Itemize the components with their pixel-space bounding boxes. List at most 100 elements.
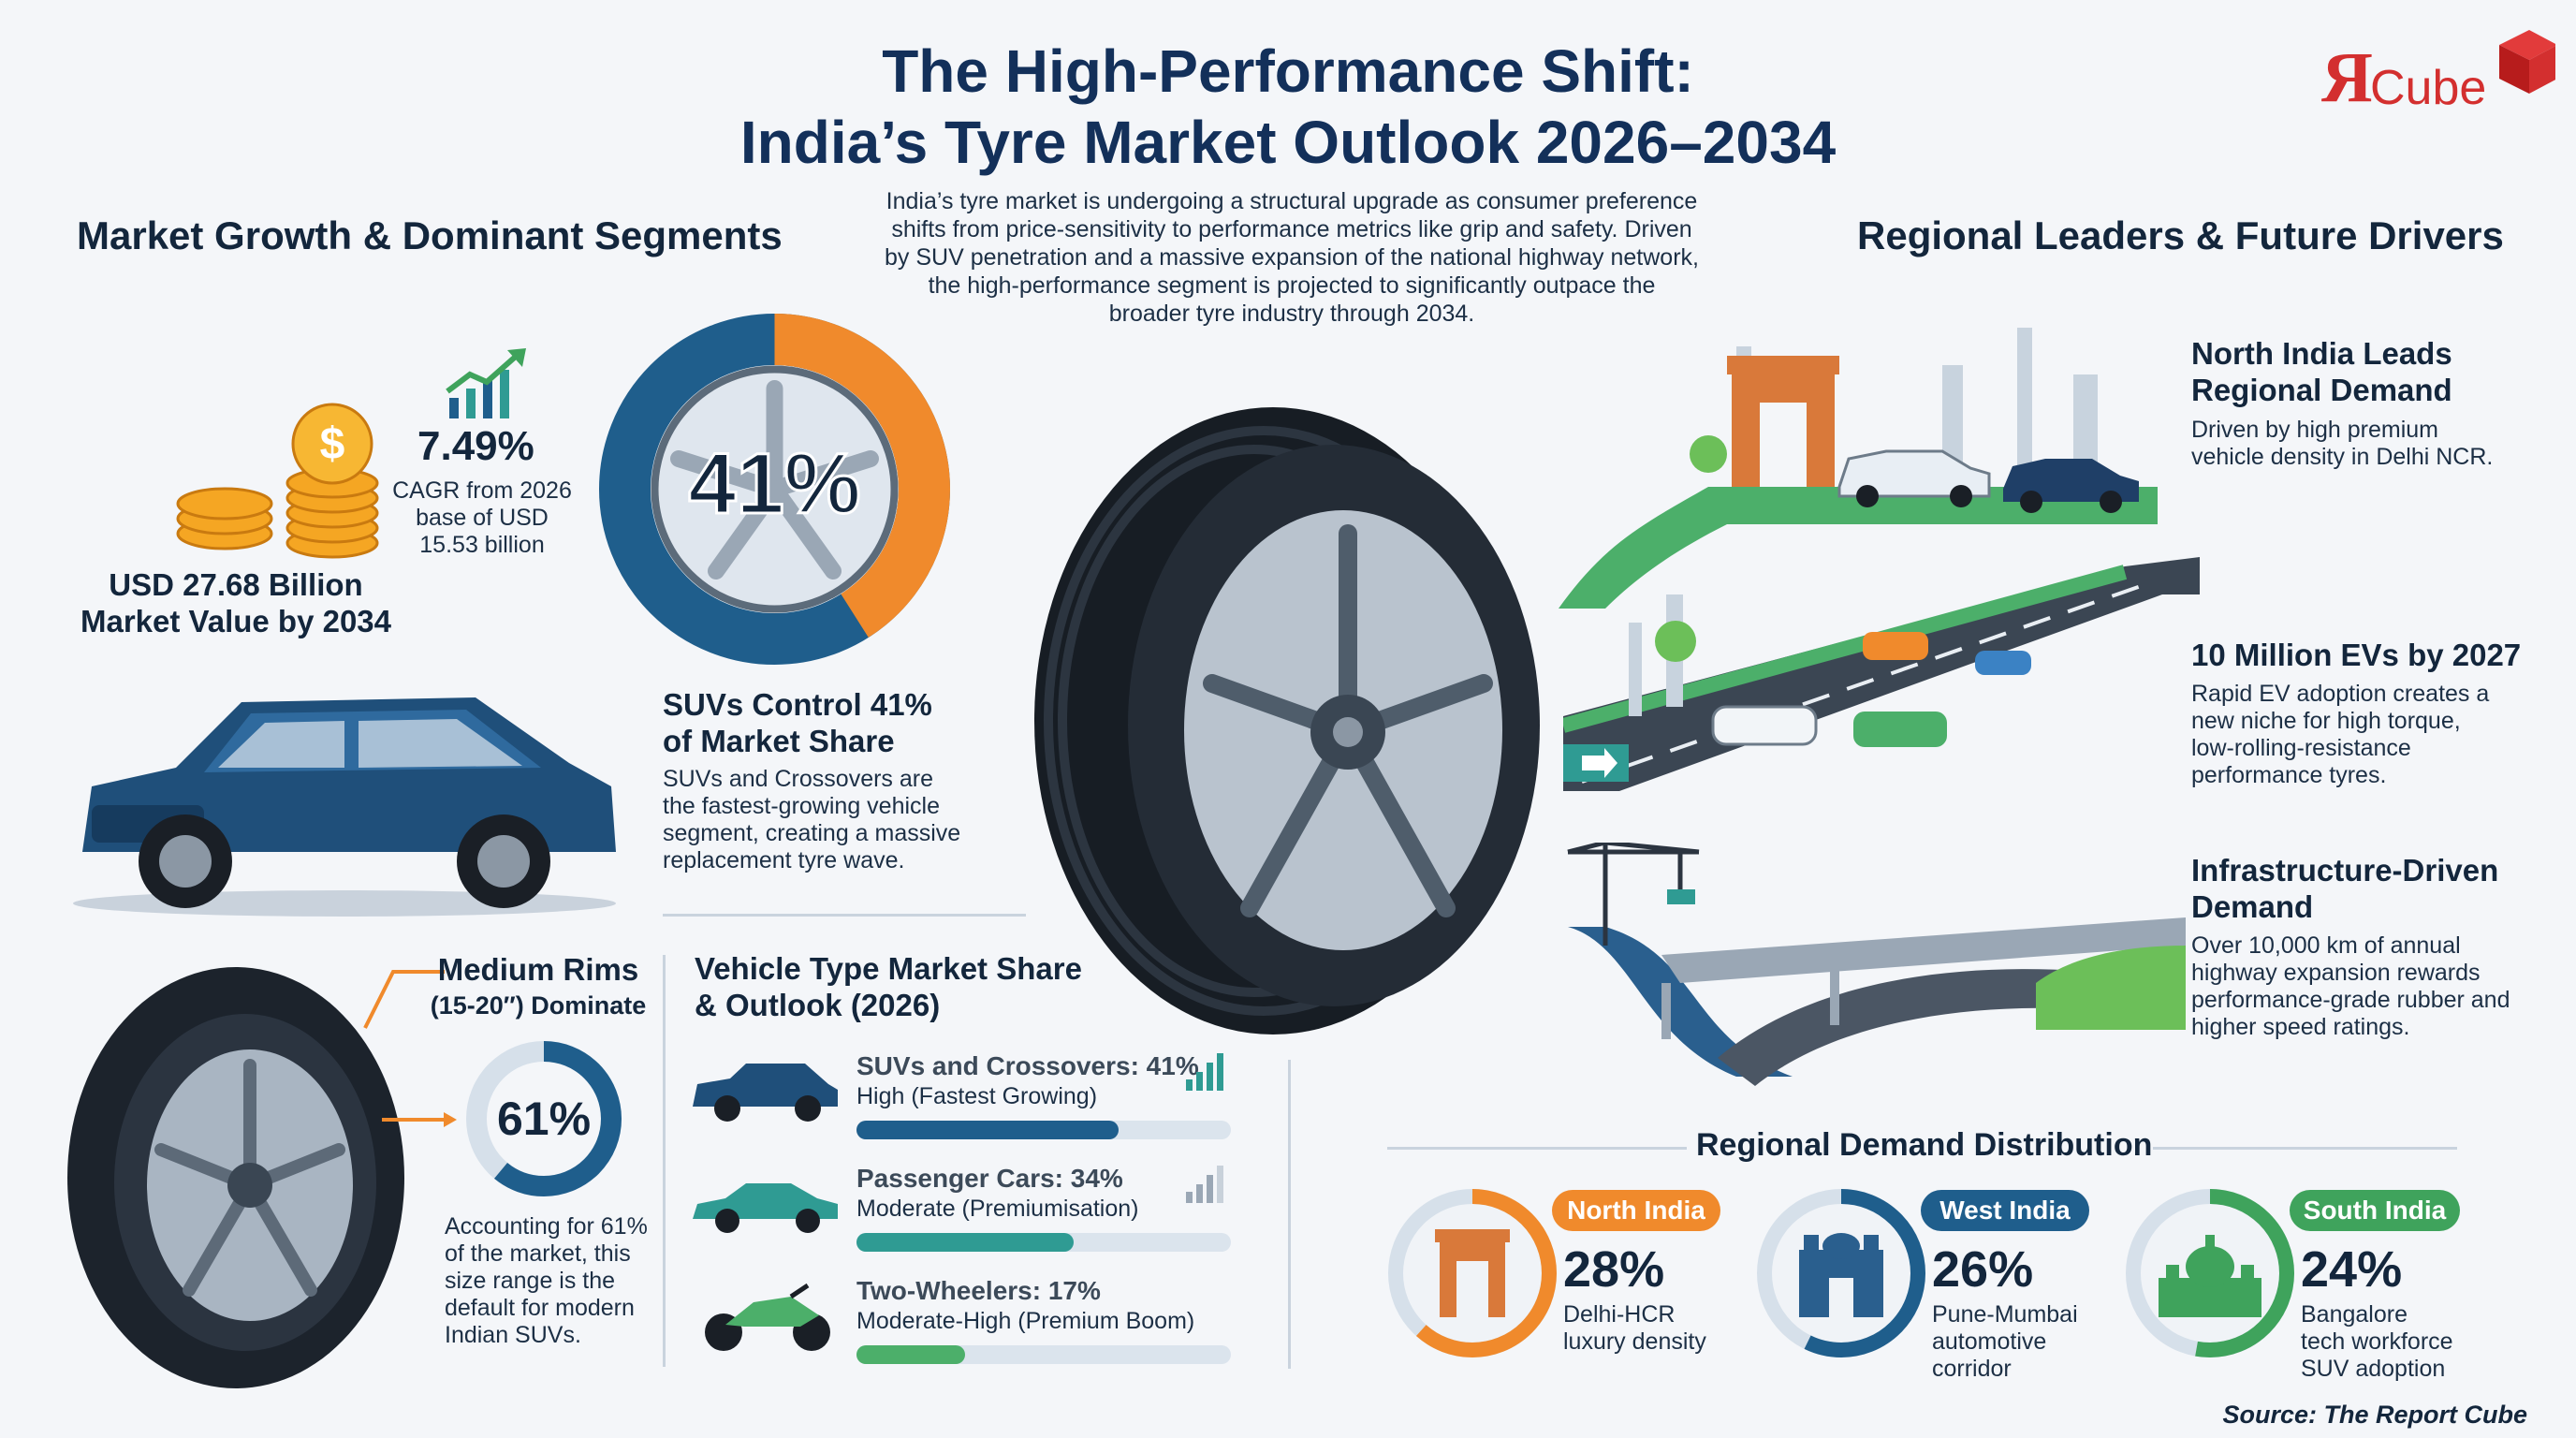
driver-body-line: vehicle density in Delhi NCR.: [2191, 444, 2494, 470]
rims-body-line: Accounting for 61%: [445, 1213, 648, 1240]
region-description: Bangalore tech workforce SUV adoption: [2301, 1301, 2453, 1383]
region-line: tech workforce: [2301, 1328, 2453, 1355]
vehicle-share-name: SUVs and Crossovers: 41%: [856, 1051, 1199, 1080]
suv-body-line: replacement tyre wave.: [663, 847, 905, 873]
driver-body-line: low-rolling-resistance: [2191, 735, 2411, 761]
driver-body-line: Driven by high premium: [2191, 417, 2438, 443]
signal-bars-icon: [1186, 1166, 1223, 1203]
cagr-line: base of USD: [416, 505, 549, 531]
intro-line: India’s tyre market is undergoing a stru…: [886, 188, 1698, 214]
north-ring: [1388, 1189, 1557, 1357]
region-line: Delhi-HCR: [1563, 1301, 1676, 1328]
brand-logo: Я Cube: [2312, 19, 2557, 122]
gateway-of-india-icon: [1799, 1233, 1883, 1317]
vehicle-share-title-line: & Outlook (2026): [695, 988, 941, 1022]
driver-2-title: 10 Million EVs by 2027: [2191, 638, 2522, 672]
logo-text: Cube: [2370, 61, 2487, 115]
divider: [663, 955, 666, 1367]
infrastructure-construction-illustration: [1549, 840, 2186, 1100]
vehicle-share-outlook: Moderate-High (Premium Boom): [856, 1308, 1195, 1334]
regional-card-west: West India 26% Pune-Mumbai automotive co…: [1752, 1184, 2108, 1390]
driver-body-line: new niche for high torque,: [2191, 708, 2461, 734]
vehicle-share-bar-fill: [856, 1345, 966, 1364]
vehicle-share-bar: [856, 1345, 1231, 1364]
vehicle-share-title: Vehicle Type Market Share & Outlook (202…: [695, 950, 1082, 1023]
right-section-title: Regional Leaders & Future Drivers: [1857, 213, 2504, 257]
cagr-value: 7.49%: [417, 423, 534, 469]
rims-arrow: [382, 1110, 457, 1134]
cagr-description: CAGR from 2026 base of USD 15.53 billion: [379, 477, 585, 559]
signal-bars-icon: [1186, 1053, 1223, 1091]
performance-tyre-illustration: [1025, 403, 1559, 1044]
suv-title-line: SUVs Control 41%: [663, 687, 932, 722]
page-title: The High-Performance Shift: India’s Tyre…: [0, 36, 2576, 178]
region-line: SUV adoption: [2301, 1356, 2446, 1382]
sedan-icon: [693, 1183, 838, 1233]
driver-1-title: North India Leads Regional Demand: [2191, 335, 2452, 408]
region-value: 26%: [1932, 1241, 2034, 1298]
vehicle-share-bar: [856, 1233, 1231, 1252]
rims-body: Accounting for 61% of the market, this s…: [445, 1213, 648, 1349]
suv-title: SUVs Control 41% of Market Share: [663, 686, 932, 759]
india-gate-city-illustration: [1549, 309, 2176, 623]
divider: [1387, 1147, 1687, 1150]
driver-title-line: Demand: [2191, 889, 2314, 924]
ev-highway-illustration: [1560, 557, 2200, 805]
vehicle-share-bar: [856, 1121, 1231, 1139]
intro-line: shifts from price-sensitivity to perform…: [891, 216, 1692, 242]
regional-card-north: North India 28% Delhi-HCR luxury density: [1383, 1184, 1739, 1390]
rims-donut-label: 61%: [496, 1093, 592, 1145]
vehicle-share-bar-fill: [856, 1233, 1075, 1252]
rims-share-donut: 61%: [464, 1039, 623, 1198]
market-value-line: USD 27.68 Billion: [109, 567, 363, 602]
suv-title-line: of Market Share: [663, 724, 895, 758]
regional-card-south: South India 24% Bangalore tech workforce…: [2121, 1184, 2496, 1390]
suv-icon: [693, 1064, 838, 1122]
rims-body-line: of the market, this: [445, 1240, 631, 1267]
vehicle-share-item: SUVs and Crossovers: 41% High (Fastest G…: [688, 1044, 1250, 1147]
region-pill: West India: [1921, 1190, 2089, 1231]
intro-line: by SUV penetration and a massive expansi…: [885, 244, 1699, 271]
region-line: luxury density: [1563, 1328, 1706, 1355]
cagr-line: 15.53 billion: [419, 532, 545, 558]
driver-body-line: performance-grade rubber and: [2191, 987, 2510, 1013]
driver-title-line: Regional Demand: [2191, 373, 2452, 407]
suv-car-illustration: [64, 674, 625, 922]
regional-title: Regional Demand Distribution: [1696, 1127, 2153, 1163]
driver-3-title: Infrastructure-Driven Demand: [2191, 852, 2498, 925]
region-description: Delhi-HCR luxury density: [1563, 1301, 1706, 1356]
intro-paragraph: India’s tyre market is undergoing a stru…: [880, 187, 1704, 328]
suv-share-donut: 41%: [599, 314, 950, 665]
motorcycle-icon: [705, 1283, 830, 1351]
title-line-2: India’s Tyre Market Outlook 2026–2034: [739, 109, 1837, 176]
driver-2-body: Rapid EV adoption creates a new niche fo…: [2191, 681, 2489, 789]
region-line: corridor: [1932, 1356, 2012, 1382]
vehicle-share-name: Passenger Cars: 34%: [856, 1164, 1123, 1193]
india-gate-icon: [1435, 1229, 1510, 1317]
rims-title: Medium Rims (15-20″) Dominate: [421, 951, 655, 1024]
region-pill: South India: [2290, 1190, 2460, 1231]
market-value-line: Market Value by 2034: [80, 604, 392, 638]
suv-body: SUVs and Crossovers are the fastest-grow…: [663, 766, 960, 874]
driver-1-body: Driven by high premium vehicle density i…: [2191, 417, 2493, 471]
vehicle-share-name: Two-Wheelers: 17%: [856, 1276, 1101, 1305]
rims-title-line: Medium Rims: [437, 952, 639, 987]
vehicle-share-bar-fill: [856, 1121, 1119, 1139]
west-ring: [1757, 1189, 1925, 1357]
region-value: 24%: [2301, 1241, 2403, 1298]
growth-chart-icon: [440, 346, 534, 426]
vehicle-share-outlook: Moderate (Premiumisation): [856, 1196, 1139, 1222]
region-value: 28%: [1563, 1241, 1665, 1298]
intro-line: the high-performance segment is projecte…: [928, 272, 1656, 299]
cagr-line: CAGR from 2026: [392, 477, 572, 504]
south-ring: [2126, 1189, 2294, 1357]
source-credit: Source: The Report Cube: [2222, 1401, 2527, 1429]
rims-callout-line: [356, 962, 449, 1042]
region-line: automotive: [1932, 1328, 2047, 1355]
rims-body-line: Indian SUVs.: [445, 1322, 581, 1348]
driver-body-line: higher speed ratings.: [2191, 1014, 2410, 1040]
left-section-title: Market Growth & Dominant Segments: [77, 213, 783, 257]
rims-body-line: default for modern: [445, 1295, 635, 1321]
region-description: Pune-Mumbai automotive corridor: [1932, 1301, 2078, 1383]
logo-letter: Я: [2321, 38, 2373, 117]
